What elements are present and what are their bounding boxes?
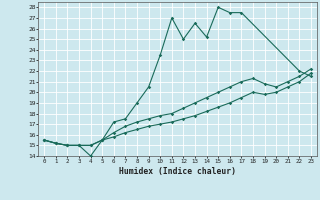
X-axis label: Humidex (Indice chaleur): Humidex (Indice chaleur) xyxy=(119,167,236,176)
